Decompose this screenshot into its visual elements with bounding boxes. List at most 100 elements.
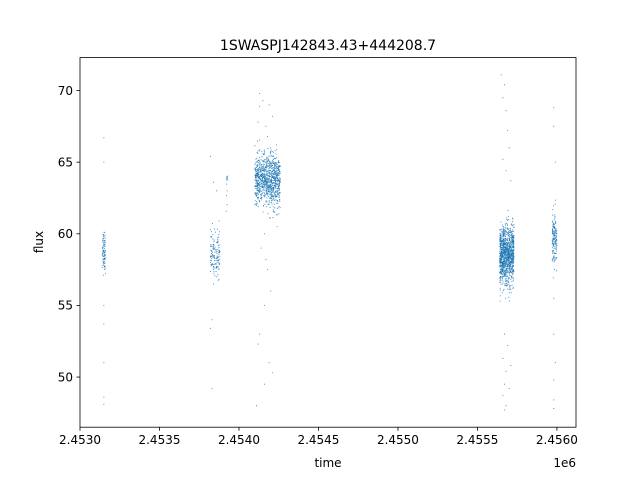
- data-point: [275, 189, 277, 191]
- data-point: [278, 188, 280, 190]
- data-point: [504, 255, 506, 257]
- data-point: [259, 184, 261, 186]
- data-point: [260, 178, 262, 181]
- data-point: [556, 238, 558, 241]
- data-point: [277, 202, 279, 204]
- data-point: [275, 174, 277, 176]
- data-point: [103, 242, 105, 244]
- data-point: [210, 244, 212, 246]
- data-point: [275, 196, 277, 198]
- data-point: [554, 242, 556, 244]
- data-point: [260, 164, 262, 166]
- data-point: [506, 260, 508, 262]
- data-point: [510, 180, 512, 182]
- data-point: [268, 182, 270, 184]
- data-point: [501, 267, 503, 269]
- data-point: [510, 242, 512, 245]
- data-point: [502, 158, 504, 160]
- data-point: [277, 186, 279, 188]
- data-point: [551, 243, 553, 245]
- data-point: [267, 200, 269, 202]
- data-point: [101, 266, 103, 268]
- data-point: [102, 264, 104, 267]
- data-point: [276, 185, 278, 187]
- data-point: [504, 285, 506, 287]
- data-point: [261, 176, 263, 178]
- data-point: [509, 261, 511, 263]
- data-point: [103, 239, 105, 241]
- data-point: [505, 254, 507, 256]
- data-point: [257, 174, 259, 176]
- data-point: [273, 209, 275, 211]
- data-point: [262, 204, 265, 206]
- data-point: [277, 178, 280, 180]
- data-point: [273, 182, 275, 184]
- data-point: [500, 245, 502, 247]
- data-point: [102, 262, 104, 264]
- data-point: [505, 244, 507, 246]
- data-point: [264, 151, 266, 153]
- data-point: [258, 161, 260, 164]
- data-point: [277, 165, 279, 167]
- data-point: [511, 217, 513, 219]
- data-point: [263, 169, 265, 171]
- data-point: [103, 245, 106, 247]
- data-point: [553, 223, 556, 225]
- data-point: [260, 193, 262, 195]
- data-point: [506, 259, 509, 261]
- data-point: [505, 110, 507, 112]
- data-point: [555, 247, 557, 249]
- data-point: [271, 196, 273, 198]
- data-point: [256, 192, 258, 194]
- data-point: [263, 161, 265, 163]
- data-point: [502, 248, 504, 250]
- data-point: [273, 192, 275, 194]
- data-point: [259, 169, 262, 171]
- data-point: [501, 271, 504, 273]
- data-point: [254, 176, 257, 179]
- data-point: [503, 246, 506, 248]
- data-point: [505, 263, 508, 265]
- data-point: [501, 268, 503, 270]
- data-point: [555, 257, 557, 259]
- data-point: [500, 233, 502, 236]
- data-point: [210, 263, 212, 266]
- data-point: [276, 207, 278, 209]
- data-point: [274, 165, 276, 167]
- data-point: [510, 288, 512, 291]
- data-point: [272, 162, 274, 164]
- data-point: [499, 295, 501, 297]
- data-point: [257, 140, 259, 142]
- data-point: [268, 188, 270, 190]
- data-point: [275, 165, 277, 167]
- data-point: [276, 176, 278, 178]
- data-point: [259, 182, 261, 184]
- data-point: [555, 232, 557, 234]
- data-point: [272, 177, 275, 179]
- data-point: [503, 260, 505, 262]
- data-point: [267, 172, 269, 175]
- data-point: [267, 158, 269, 160]
- data-point: [262, 100, 264, 102]
- data-point: [279, 177, 281, 179]
- data-point: [505, 297, 507, 299]
- data-point: [512, 268, 514, 270]
- data-point: [499, 228, 501, 231]
- data-point: [505, 269, 507, 271]
- data-point: [266, 165, 268, 167]
- data-point: [507, 251, 509, 253]
- data-point: [263, 149, 265, 151]
- data-point: [262, 166, 264, 168]
- data-point: [499, 255, 501, 257]
- data-point: [270, 161, 272, 163]
- data-point: [213, 228, 215, 230]
- data-point: [510, 230, 512, 232]
- data-point: [510, 365, 512, 367]
- data-point: [271, 176, 273, 178]
- data-point: [278, 184, 280, 186]
- data-point: [219, 258, 221, 260]
- data-point: [552, 209, 554, 211]
- data-point: [510, 257, 513, 259]
- data-point: [509, 264, 511, 266]
- data-point: [104, 258, 106, 260]
